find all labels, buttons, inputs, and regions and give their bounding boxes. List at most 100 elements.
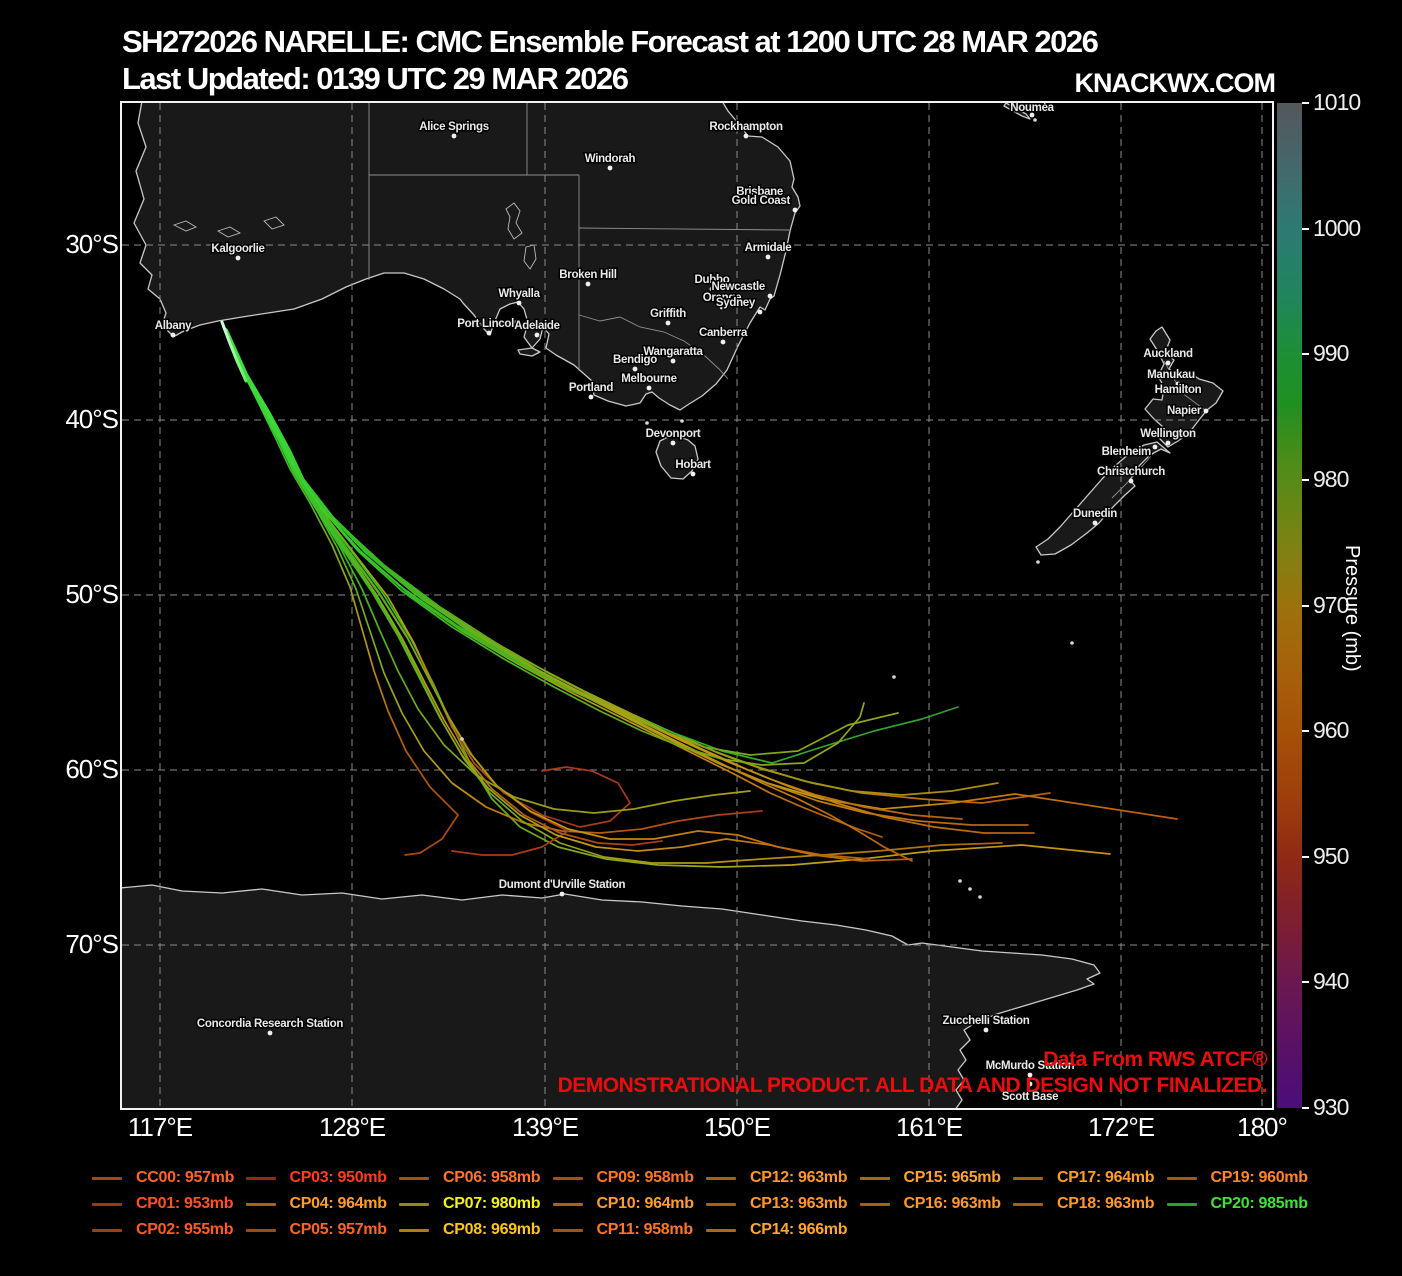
colorbar-tick	[1302, 730, 1309, 733]
colorbar-tick-label: 960	[1313, 717, 1349, 744]
city-dot	[767, 293, 773, 299]
nz-north-island	[1144, 326, 1224, 448]
legend-member-label: CP11: 958mb	[596, 1221, 694, 1238]
city-label: Auckland	[1143, 348, 1193, 360]
small-island	[1070, 641, 1074, 645]
lat-tick-label: 50°S	[65, 579, 119, 609]
city-label: Wangaratta	[643, 346, 703, 358]
station-dot	[983, 1027, 989, 1033]
legend-line-swatch	[706, 1177, 736, 1180]
ensemble-track	[220, 320, 248, 383]
city-dot	[1092, 520, 1098, 526]
city-dot	[1168, 371, 1174, 377]
legend-line-swatch	[399, 1229, 429, 1232]
city-label: Christchurch	[1097, 466, 1165, 478]
legend-member-label: CP20: 985mb	[1210, 1195, 1309, 1212]
ensemble-track	[225, 328, 865, 766]
city-dot	[170, 332, 176, 338]
legend-line-swatch	[706, 1203, 736, 1206]
lon-tick-label: 172°E	[1087, 1112, 1155, 1142]
legend-member-label: CP16: 963mb	[903, 1195, 1002, 1212]
station-dot	[1027, 1081, 1033, 1087]
lake-outline	[216, 226, 242, 238]
colorbar-tick-label: 980	[1313, 465, 1349, 492]
legend-member-label: CP10: 964mb	[596, 1195, 695, 1212]
city-dot	[765, 254, 771, 260]
legend-member-label: CP05: 957mb	[289, 1221, 388, 1238]
legend-line-swatch	[552, 1177, 583, 1180]
city-label: Wellington	[1140, 428, 1196, 440]
colorbar-tick-label: 1000	[1313, 214, 1361, 241]
tasmania-coastline	[655, 435, 699, 480]
legend-member-label: CP01: 953mb	[136, 1195, 234, 1212]
legend-member-label: CP02: 955mb	[136, 1221, 234, 1238]
small-island	[892, 675, 896, 679]
city-label: Nouméa	[1010, 103, 1054, 114]
small-island	[978, 895, 982, 899]
legend-member-label: CP07: 980mb	[443, 1195, 541, 1212]
city-dot	[1165, 360, 1171, 366]
city-label: Newcastle	[711, 281, 765, 293]
map-canvas: Kalgoorlie Albany Alice Springs Windorah Roc…	[122, 103, 1272, 1108]
city-dot	[632, 366, 638, 372]
city-label: Melbourne	[621, 373, 676, 385]
city-dot	[1165, 440, 1171, 446]
legend-line-swatch	[245, 1203, 276, 1206]
legend-member-label: CP12: 963mb	[750, 1169, 848, 1186]
ensemble-track	[224, 328, 663, 846]
colorbar	[1277, 103, 1302, 1108]
ensemble-track	[225, 329, 883, 838]
lon-tick-label: 150°E	[703, 1112, 771, 1142]
station-label: Concordia Research Station	[197, 1018, 343, 1030]
legend-member-label: CP03: 950mb	[289, 1169, 388, 1186]
new-caledonia	[1003, 103, 1031, 120]
ensemble-track	[223, 327, 871, 860]
legend-member-label: CP06: 958mb	[443, 1169, 541, 1186]
legend-line-swatch	[552, 1203, 583, 1206]
colorbar-tick-label: 990	[1313, 340, 1349, 367]
city-dot	[516, 300, 522, 306]
city-dot	[670, 358, 676, 364]
city-dot	[757, 309, 763, 315]
legend-member-label: CP04: 964mb	[289, 1195, 388, 1212]
legend-line-swatch	[399, 1203, 429, 1206]
station-label: Zucchelli Station	[943, 1015, 1030, 1027]
legend-member-label: CP18: 963mb	[1057, 1195, 1155, 1212]
city-label: Hobart	[675, 459, 711, 471]
lon-tick-label: 139°E	[511, 1112, 579, 1142]
legend-line-swatch	[706, 1229, 736, 1232]
legend-line-swatch	[1013, 1177, 1043, 1180]
city-label: Adelaide	[514, 320, 560, 332]
legend-line-swatch	[245, 1177, 276, 1180]
ensemble-track	[223, 328, 569, 856]
city-dot	[534, 332, 540, 338]
city-dot	[785, 198, 791, 204]
city-label: Blenheim	[1102, 446, 1151, 458]
colorbar-tick-label: 970	[1313, 591, 1349, 618]
ensemble-track	[227, 331, 1035, 834]
demo-disclaimer: DEMONSTRATIONAL PRODUCT. ALL DATA AND DE…	[557, 1074, 1268, 1097]
ensemble-track	[225, 328, 963, 820]
legend-line-swatch	[859, 1203, 890, 1206]
legend-line-swatch	[399, 1177, 429, 1180]
australia-coastline	[133, 103, 801, 411]
city-label: Brisbane	[736, 186, 783, 198]
colorbar-tick-label: 940	[1313, 968, 1349, 995]
city-label: Port Lincoln	[457, 318, 521, 330]
city-label: Orange	[703, 292, 741, 304]
legend-member-label: CP15: 965mb	[903, 1169, 1002, 1186]
product-subtitle: Last Updated: 0139 UTC 29 MAR 2026	[122, 61, 629, 96]
lon-tick-label: 117°E	[127, 1112, 193, 1142]
city-dot	[1175, 381, 1181, 387]
ensemble-track	[222, 326, 459, 856]
city-dot	[792, 207, 798, 213]
city-dot	[1128, 478, 1134, 484]
city-label: Windorah	[585, 153, 636, 165]
antarctica-coastline	[122, 884, 1101, 1108]
brand-watermark: KNACKWX.COM	[1074, 68, 1276, 98]
city-label: Armidale	[745, 242, 792, 254]
lake-outline	[172, 220, 198, 232]
city-label: Bendigo	[613, 354, 657, 366]
small-island	[1033, 118, 1037, 122]
lat-tick-label: 30°S	[65, 229, 119, 259]
